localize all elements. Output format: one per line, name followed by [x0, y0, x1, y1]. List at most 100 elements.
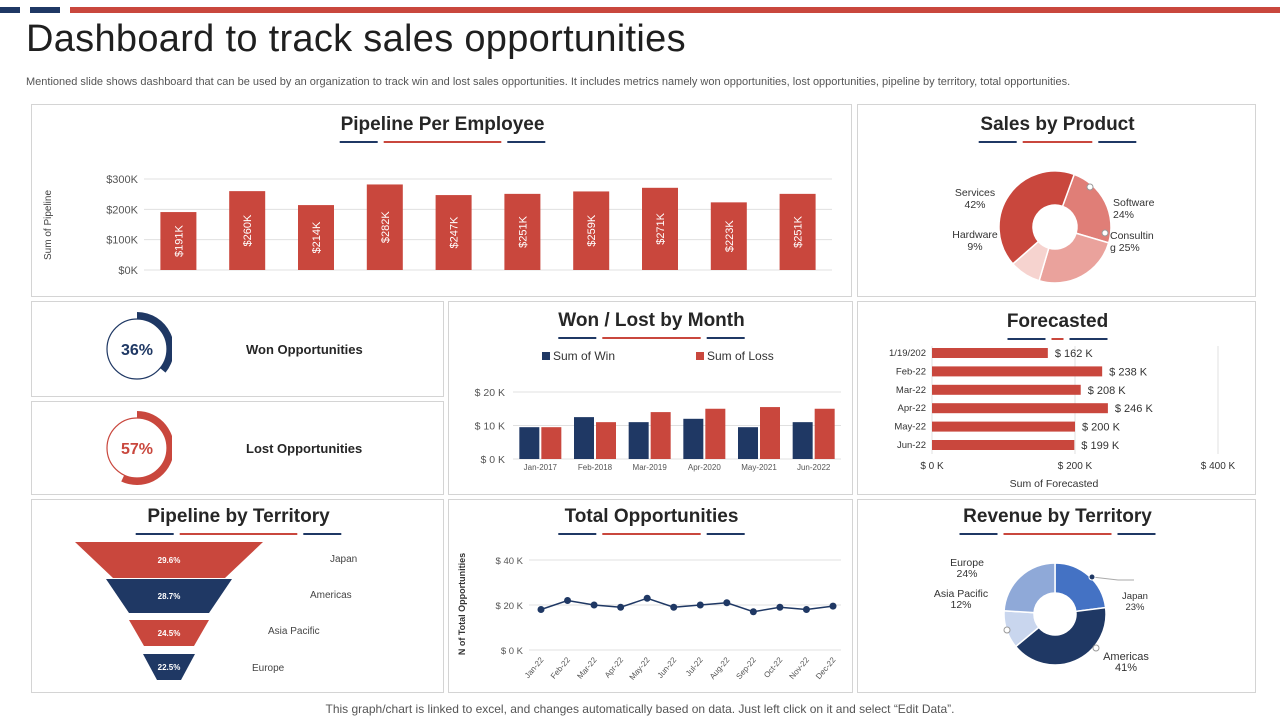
to-point — [590, 601, 598, 609]
fc-bar — [932, 366, 1103, 377]
to-ytick: $ 0 K — [501, 646, 524, 657]
wl-bar-win — [628, 422, 649, 459]
pipeline-by-territory-chart[interactable]: Pipeline by Territory 29.6% Japan 28.7% Amer… — [32, 500, 444, 693]
pbt-category-label: Asia Pacific — [268, 626, 320, 637]
to-xtick: Feb-22 — [549, 655, 573, 681]
ppe-bar-label: $260K — [242, 214, 254, 246]
wl-xtick: Jan-2017 — [524, 463, 558, 472]
to-point — [643, 594, 651, 602]
ppe-bar — [710, 202, 747, 270]
ppe-bar — [160, 212, 197, 270]
sbp-slice-label: Consultin g 25% — [1110, 230, 1154, 254]
ppe-bar-label: $214K — [311, 221, 323, 253]
footer-note: This graph/chart is linked to excel, and… — [325, 702, 955, 716]
sbp-slice-services — [998, 170, 1076, 265]
fc-ytick: Jun-22 — [897, 440, 926, 451]
panel-total-opportunities[interactable]: Total Opportunities $ 0 K $ 20 K $ 40 K N of… — [448, 499, 853, 693]
to-xtick: May-22 — [628, 655, 652, 682]
to-ytick: $ 40 K — [496, 556, 524, 567]
top-accent-bar — [0, 0, 1280, 13]
fc-xtick: $ 400 K — [1201, 461, 1236, 472]
rbt-leader-dot — [1003, 626, 1011, 634]
to-point — [776, 603, 784, 611]
panel-won-opportunities[interactable]: 36% Won Opportunities — [31, 301, 444, 397]
wl-bar-win — [792, 422, 813, 459]
pbt-category-label: Americas — [310, 590, 352, 601]
lost-gauge: 57% — [106, 411, 172, 485]
rbt-slice-label-line: Asia Pacific — [934, 588, 988, 600]
wl-bar-loss — [760, 407, 780, 459]
to-point — [537, 606, 545, 613]
sbp-slice-label-line: 24% — [1113, 209, 1134, 221]
rbt-slice-europe — [1003, 562, 1056, 614]
ppe-bar — [573, 191, 610, 270]
fc-bar-label: $ 238 K — [1109, 366, 1148, 378]
rbt-leader-dot — [1088, 573, 1096, 581]
ppe-bar-label: $282K — [380, 211, 392, 243]
sbp-slice-label-line: g 25% — [1110, 242, 1140, 254]
ppe-bar-label: $191K — [173, 224, 185, 256]
fc-title: Forecasted — [1007, 311, 1108, 332]
ppe-ytick: $200K — [106, 204, 138, 216]
top-accent-graphic — [0, 7, 1280, 13]
panel-revenue-by-territory[interactable]: Revenue by Territory Japan 23% Americas 41% A… — [857, 499, 1256, 693]
to-series-line — [540, 597, 834, 613]
sales-by-product-chart[interactable]: Sales by Product Software 24% Consultin g 25… — [858, 105, 1256, 297]
panel-pipeline-per-employee[interactable]: Pipeline Per Employee $0K $100K $200K $300K S… — [31, 104, 852, 297]
wl-legend-win-swatch — [542, 352, 550, 360]
wl-bar-loss — [650, 412, 671, 459]
to-point — [829, 602, 837, 610]
to-point — [802, 606, 810, 613]
to-point — [749, 608, 757, 616]
kpi-won-arc — [137, 312, 172, 373]
wl-legend-loss: Sum of Loss — [707, 349, 774, 363]
fc-bar-label: $ 162 K — [1055, 348, 1094, 360]
fc-bar — [932, 403, 1108, 414]
page-title: Dashboard to track sales opportunities — [26, 18, 686, 60]
ppe-ytick: $100K — [106, 235, 138, 247]
pbt-category-label: Europe — [252, 663, 285, 674]
total-opportunities-chart[interactable]: Total Opportunities $ 0 K $ 20 K $ 40 K N of… — [449, 500, 853, 693]
fc-xlabel: Sum of Forecasted — [1010, 478, 1099, 490]
panel-pipeline-by-territory[interactable]: Pipeline by Territory 29.6% Japan 28.7% Amer… — [31, 499, 444, 693]
rbt-slice-americas — [1014, 606, 1107, 666]
rbt-slice-label: Asia Pacific 12% — [934, 588, 988, 611]
to-xtick: Jun-22 — [656, 655, 679, 680]
to-xtick: Apr-22 — [603, 655, 626, 680]
to-point — [564, 597, 572, 604]
wl-ytick: $ 0 K — [480, 454, 505, 466]
panel-sales-by-product[interactable]: Sales by Product Software 24% Consultin g 25… — [857, 104, 1256, 297]
pbt-category-label: Japan — [330, 554, 357, 565]
pbt-layer-europe — [143, 654, 195, 680]
rbt-slice-label: Europe 24% — [950, 557, 984, 580]
fc-bar-label: $ 199 K — [1081, 440, 1120, 452]
wl-xtick: Mar-2019 — [633, 463, 668, 472]
pipeline-per-employee-chart[interactable]: Pipeline Per Employee $0K $100K $200K $300K S… — [32, 105, 852, 297]
rbt-slice-label-line: 41% — [1115, 662, 1137, 674]
wl-legend-win: Sum of Win — [553, 349, 615, 363]
to-xtick: Dec-22 — [814, 655, 838, 681]
wl-xtick: May-2021 — [741, 463, 777, 472]
panel-lost-opportunities[interactable]: 57% Lost Opportunities — [31, 401, 444, 495]
wl-bar-loss — [541, 427, 562, 459]
wl-legend-loss-swatch — [696, 352, 704, 360]
forecasted-chart[interactable]: Forecasted $ 0 K $ 200 K $ 400 K 1/19/202 $ 1… — [858, 302, 1256, 495]
fc-ytick: 1/19/202 — [889, 348, 926, 359]
pbt-title: Pipeline by Territory — [147, 506, 330, 527]
ppe-bar — [366, 184, 403, 270]
rbt-slice-label-line: Europe — [950, 557, 984, 569]
fc-ytick: Feb-22 — [896, 366, 926, 377]
accent-block-3 — [70, 7, 1280, 13]
to-point — [617, 603, 625, 611]
rbt-title: Revenue by Territory — [963, 506, 1152, 527]
rbt-slice-label: Japan 23% — [1122, 591, 1148, 613]
to-xtick: Jan-22 — [523, 655, 546, 680]
pbt-layer-asia-pacific — [129, 620, 209, 646]
won-lost-by-month-chart[interactable]: Won / Lost by Month Sum of Win Sum of Loss… — [449, 302, 853, 495]
rbt-leader-japan — [1091, 576, 1134, 581]
to-ylabel: N of Total Opportunities — [457, 553, 467, 655]
panel-forecasted[interactable]: Forecasted $ 0 K $ 200 K $ 400 K 1/19/202 $ 1… — [857, 301, 1256, 495]
panel-won-lost-by-month[interactable]: Won / Lost by Month Sum of Win Sum of Loss… — [448, 301, 853, 495]
ppe-ytick: $300K — [106, 174, 138, 186]
